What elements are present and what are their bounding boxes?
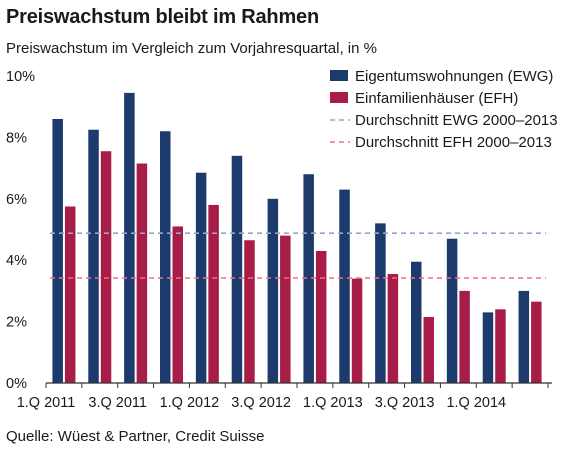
chart-title: Preiswachstum bleibt im Rahmen — [6, 6, 319, 28]
bar-ewg-3 — [124, 92, 135, 383]
legend-swatch-efh — [330, 92, 348, 103]
bar-efh-13 — [495, 309, 506, 383]
y-tick-label-0pct: 0% — [6, 376, 27, 392]
chart-subtitle: Preiswachstum im Vergleich zum Vorjahres… — [6, 40, 377, 57]
bar-efh-11 — [423, 317, 434, 383]
bar-ewg-8 — [303, 174, 314, 383]
axes-group: 0% 2% 4% 6% 8% 10% 1.Q 2011 3.Q 2011 1.Q 2012 3.Q… — [6, 69, 552, 411]
bar-ewg-6 — [231, 155, 243, 383]
y-tick-label-8pct: 8% — [6, 130, 27, 146]
bar-efh-1 — [64, 206, 76, 383]
bar-efh-2 — [100, 151, 112, 383]
x-tick-label-6: 3.Q 2013 — [375, 395, 435, 411]
bar-efh-7 — [280, 235, 291, 383]
legend-label-ewg-average: Durchschnitt EWG 2000–2013 — [355, 112, 558, 129]
legend-swatch-ewg — [330, 70, 348, 81]
source-note: Quelle: Wüest & Partner, Credit Suisse — [6, 428, 265, 445]
bar-ewg-9 — [339, 189, 350, 383]
bar-ewg-4 — [160, 131, 171, 383]
x-tick-label-3: 1.Q 2012 — [160, 395, 220, 411]
bar-ewg-12 — [446, 238, 458, 383]
bar-efh-8 — [315, 250, 327, 383]
legend: Eigentumswohnungen (EWG) Einfamilienhäuse… — [330, 68, 558, 151]
reference-lines-group — [50, 232, 546, 279]
legend-label-ewg: Eigentumswohnungen (EWG) — [355, 68, 553, 85]
bar-efh-9 — [351, 278, 363, 383]
bar-ewg-5 — [195, 172, 207, 383]
bar-ewg-13 — [482, 312, 494, 383]
bar-efh-5 — [208, 204, 219, 383]
bar-efh-14 — [531, 301, 542, 383]
legend-label-efh-average: Durchschnitt EFH 2000–2013 — [355, 134, 552, 151]
bars-group — [52, 92, 542, 383]
bar-efh-10 — [387, 274, 399, 383]
bar-ewg-14 — [518, 290, 530, 383]
y-tick-label-2pct: 2% — [6, 315, 27, 331]
bar-efh-3 — [136, 163, 148, 383]
bar-ewg-2 — [88, 129, 99, 383]
bar-efh-4 — [172, 226, 183, 383]
bar-efh-12 — [459, 290, 470, 383]
x-tick-label-7: 1.Q 2014 — [446, 395, 506, 411]
y-tick-label-6pct: 6% — [6, 192, 27, 208]
x-tick-label-5: 1.Q 2013 — [303, 395, 363, 411]
bar-ewg-11 — [411, 261, 422, 383]
y-tick-label-10pct: 10% — [6, 69, 35, 85]
bar-efh-6 — [244, 240, 255, 383]
x-tick-label-1: 1.Q 2011 — [17, 395, 76, 411]
bar-ewg-1 — [52, 118, 63, 383]
bar-ewg-10 — [375, 223, 386, 383]
bar-ewg-7 — [267, 198, 279, 383]
x-tick-label-4: 3.Q 2012 — [231, 395, 291, 411]
legend-label-efh: Einfamilienhäuser (EFH) — [355, 90, 518, 107]
x-tick-label-2: 3.Q 2011 — [88, 395, 147, 411]
y-tick-label-4pct: 4% — [6, 253, 27, 269]
